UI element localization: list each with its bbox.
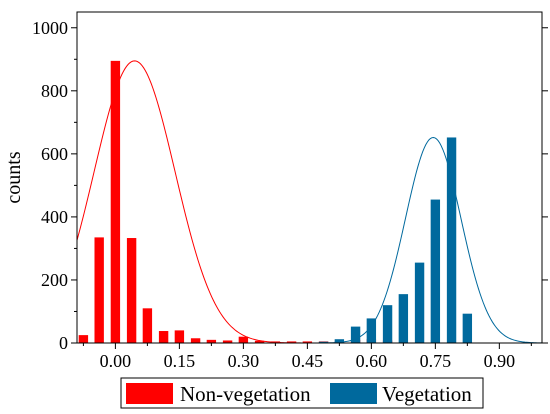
bar-vegetation-0 (318, 341, 329, 343)
bar-non-vegetation-4 (142, 308, 153, 343)
bar-vegetation-1 (334, 339, 345, 343)
y-axis-title: counts (3, 151, 25, 203)
bar-non-vegetation-14 (302, 341, 313, 343)
y-tick-label: 0 (59, 333, 68, 353)
axis-ticks-layer: 0 200 400 600 800 1000 0.00 0.15 0.30 0.45 0.60 0.7… (32, 18, 548, 371)
bar-non-vegetation-9 (222, 340, 233, 343)
y-tick-label: 600 (41, 144, 68, 164)
y-tick-label: 200 (41, 270, 68, 290)
bar-vegetation-8 (446, 137, 457, 343)
bar-non-vegetation-10 (238, 336, 249, 343)
bar-non-vegetation-13 (286, 341, 297, 343)
x-tick-label: 0.45 (292, 351, 324, 371)
bars-layer (78, 60, 473, 343)
y-tick-label: 1000 (32, 18, 68, 38)
x-tick-label: 0.15 (164, 351, 196, 371)
bar-non-vegetation-8 (206, 339, 217, 343)
bar-vegetation-9 (462, 313, 473, 343)
x-tick-label: 0.75 (420, 351, 452, 371)
bar-vegetation-6 (414, 262, 425, 343)
bar-non-vegetation-5 (158, 331, 169, 343)
bar-vegetation-5 (398, 294, 409, 343)
legend-label-vegetation: Vegetation (382, 382, 472, 406)
legend-label-non-vegetation: Non-vegetation (180, 382, 311, 406)
legend-swatch-non-vegetation (126, 383, 173, 404)
plot-frame (76, 11, 543, 344)
legend-swatch-vegetation (330, 383, 377, 404)
bar-vegetation-2 (350, 326, 361, 343)
bar-non-vegetation-0 (78, 335, 89, 343)
bar-non-vegetation-2 (110, 60, 121, 343)
bar-non-vegetation-7 (190, 338, 201, 343)
bar-non-vegetation-1 (94, 237, 104, 343)
legend: Non-vegetation Vegetation (120, 377, 484, 409)
x-tick-label: 0.60 (356, 351, 388, 371)
bar-vegetation-4 (382, 305, 393, 343)
bar-non-vegetation-6 (174, 330, 185, 343)
bar-vegetation-7 (430, 199, 441, 343)
bar-non-vegetation-11 (254, 340, 265, 343)
y-tick-label: 800 (41, 81, 68, 101)
x-tick-label: 0.00 (100, 351, 132, 371)
bar-non-vegetation-3 (126, 238, 137, 343)
legend-frame (120, 377, 484, 409)
x-tick-label: 0.90 (484, 351, 516, 371)
x-tick-label: 0.30 (228, 351, 260, 371)
bar-vegetation-3 (366, 318, 377, 343)
y-tick-label: 400 (41, 207, 68, 227)
